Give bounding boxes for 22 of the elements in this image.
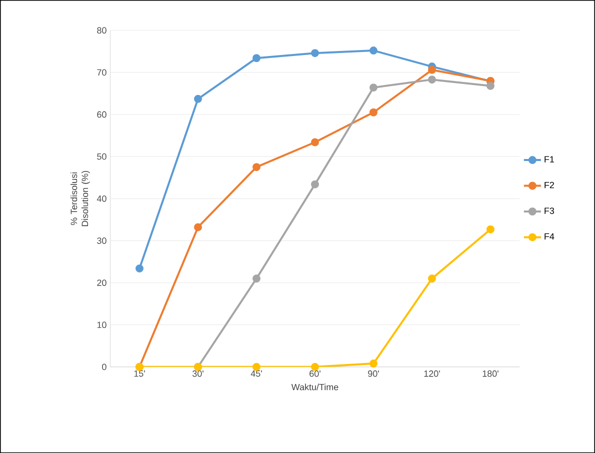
- x-tick-label: 90': [368, 370, 379, 377]
- y-tick-label: 40: [96, 195, 106, 202]
- y-tick-label: 70: [97, 69, 106, 76]
- legend-label: F4: [544, 233, 554, 240]
- x-tick-label: 15': [134, 370, 145, 377]
- y-tick-label: 80: [97, 27, 106, 34]
- x-tick-label: 120': [424, 370, 440, 377]
- legend-label: F2: [544, 182, 554, 188]
- y-tick-label: 0: [102, 364, 106, 370]
- y-tick-label: 60: [97, 111, 106, 118]
- x-axis-title: Waktu/Time: [291, 384, 338, 390]
- x-tick-label: 60': [310, 370, 320, 377]
- x-tick-label: 180': [482, 370, 498, 377]
- y-tick-label: 20: [97, 279, 106, 286]
- y-tick-label: 50: [97, 153, 106, 160]
- y-axis-title: % Terdisolusi Disolution (%): [70, 170, 90, 226]
- legend-label: F1: [544, 156, 554, 162]
- y-tick-label: 10: [97, 322, 106, 328]
- y-tick-label: 30: [97, 237, 106, 244]
- legend-label: F3: [544, 208, 554, 214]
- x-tick-label: 30': [192, 370, 204, 377]
- x-tick-label: 45': [250, 370, 262, 377]
